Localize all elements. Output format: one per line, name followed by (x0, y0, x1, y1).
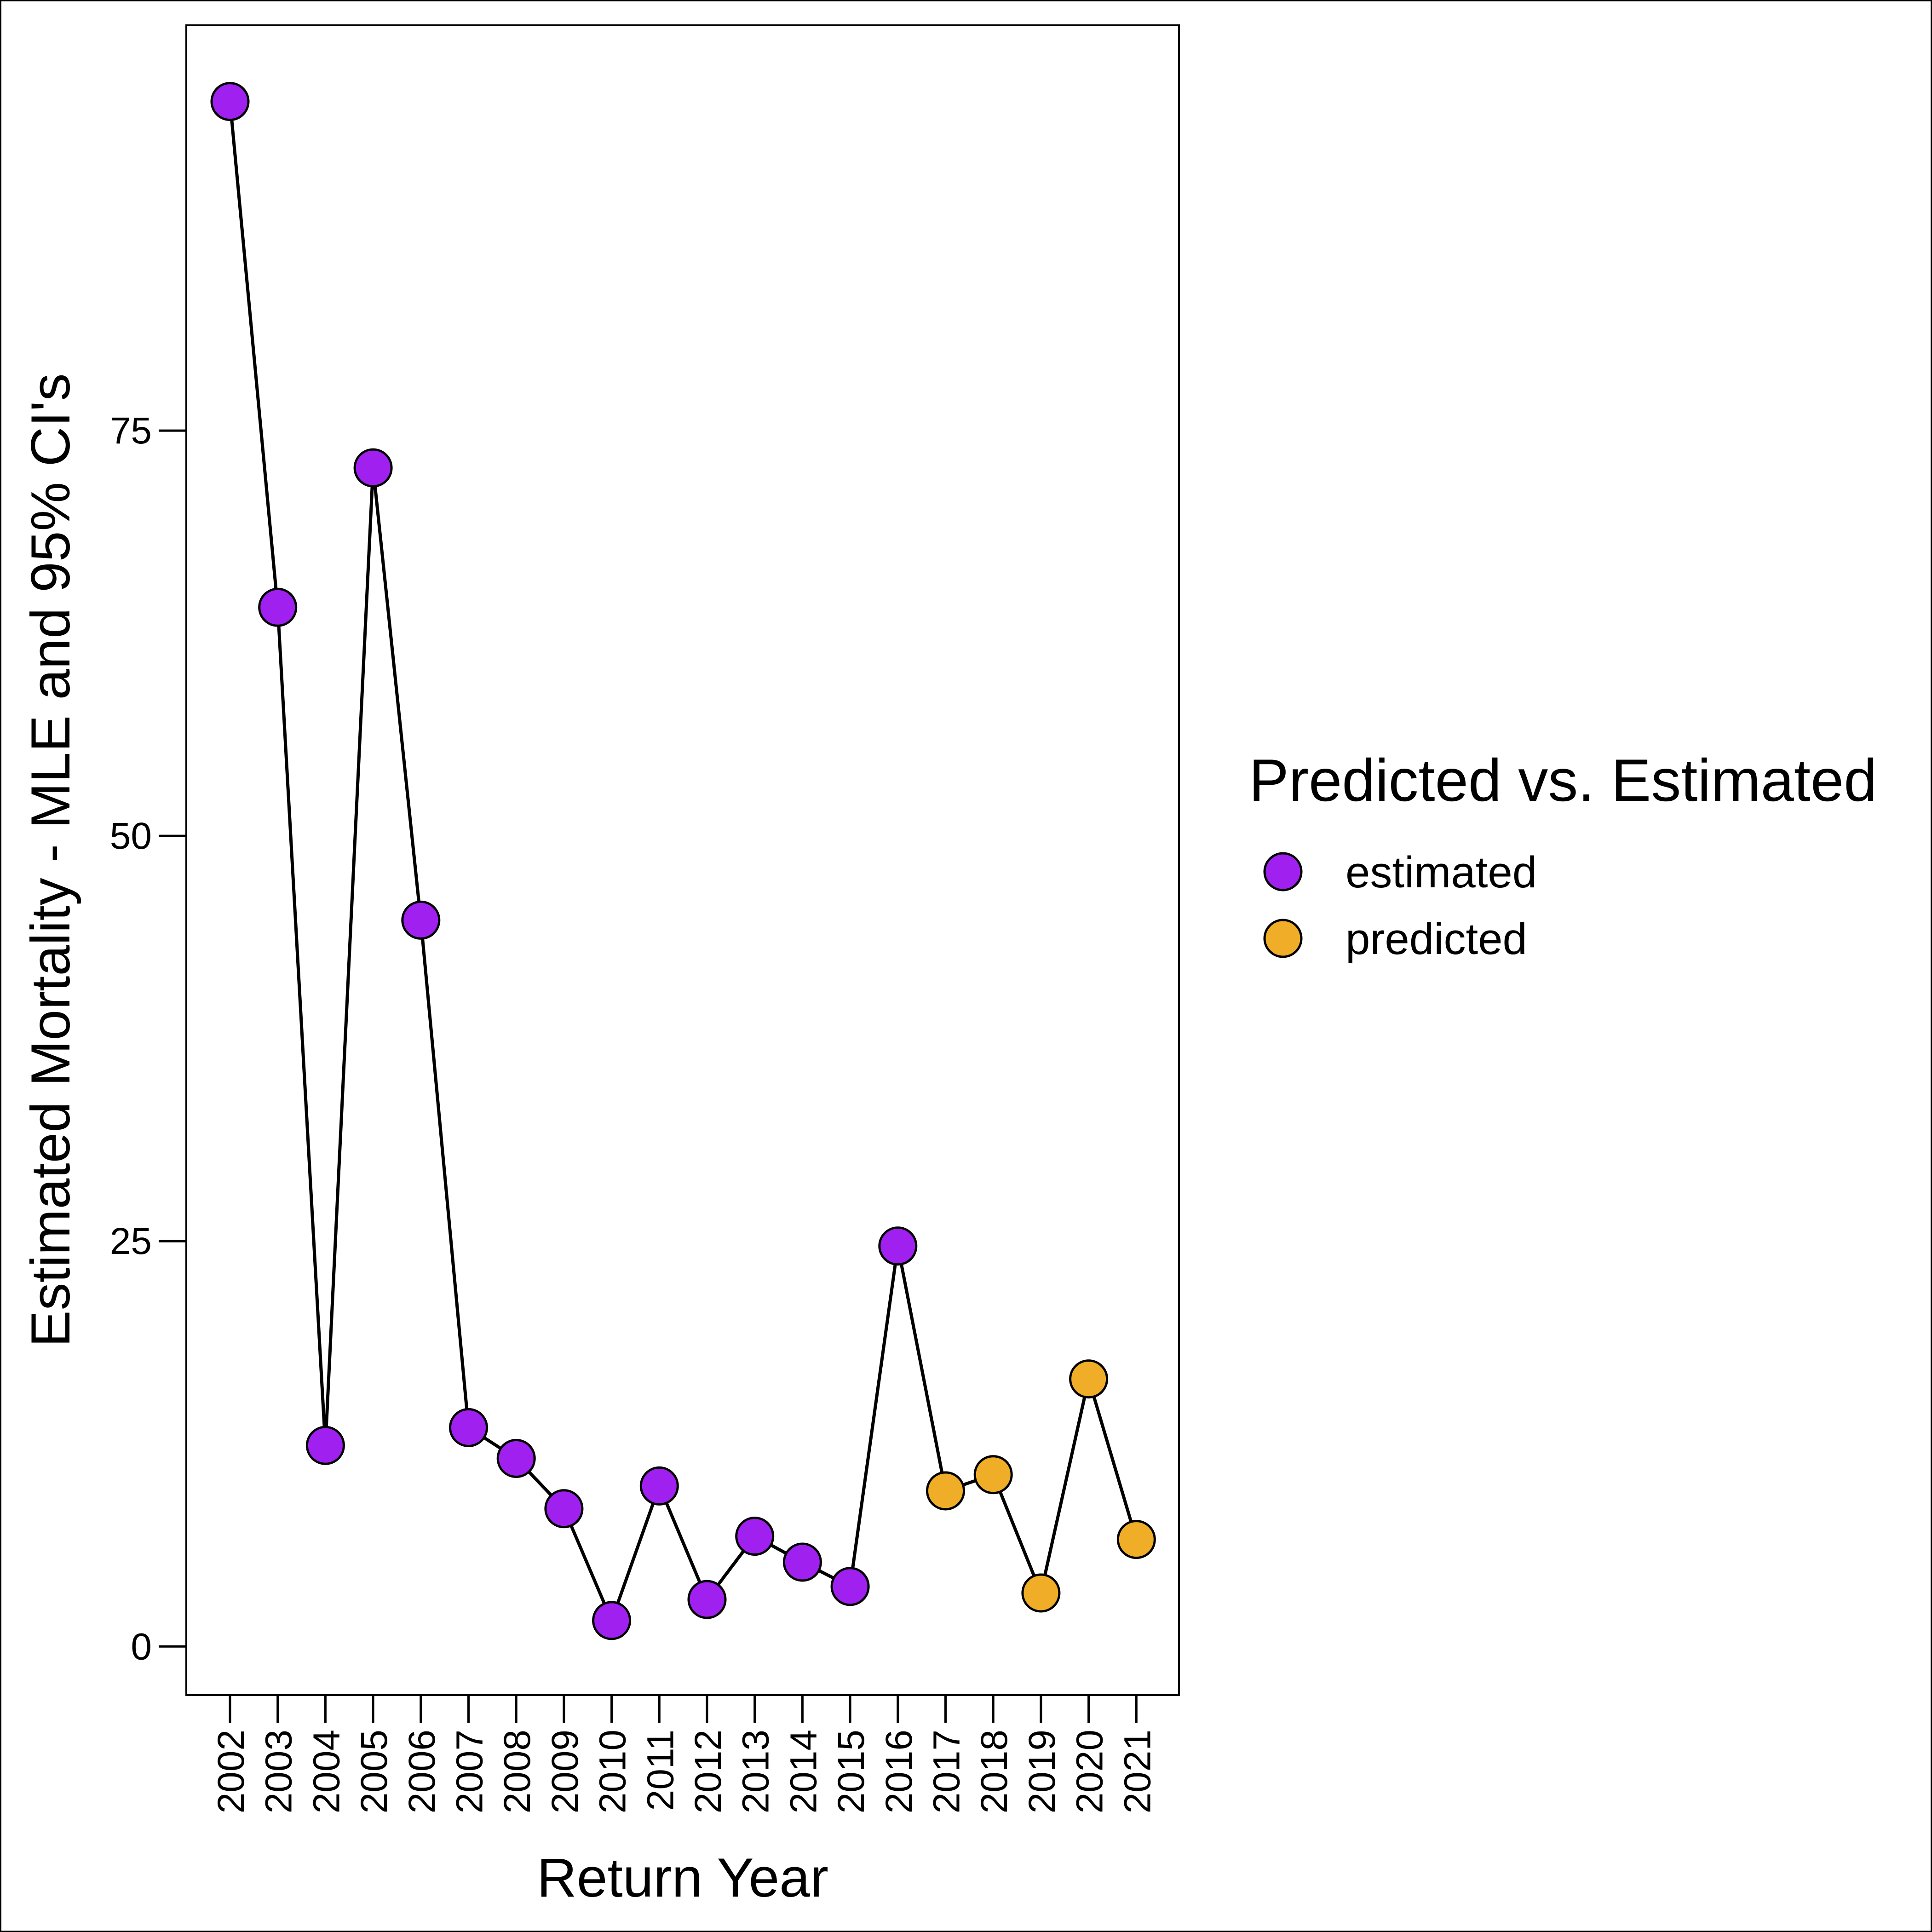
legend-label-predicted: predicted (1346, 914, 1527, 964)
legend-key-predicted (1263, 919, 1303, 958)
point-2009-estimated (544, 1489, 584, 1529)
x-tick-label: 2006 (401, 1730, 443, 1813)
x-tick-label: 2004 (305, 1730, 347, 1813)
y-axis: 0 25 50 75 (110, 410, 186, 1668)
point-2019-predicted (1021, 1573, 1061, 1613)
y-tick-label: 0 (131, 1626, 152, 1668)
point-2013-estimated (735, 1517, 775, 1556)
legend-label-estimated: estimated (1346, 848, 1537, 897)
point-2011-estimated (639, 1466, 679, 1506)
point-2012-estimated (687, 1580, 727, 1619)
point-2004-estimated (305, 1426, 345, 1465)
legend-entries: estimated predicted (1263, 848, 1537, 964)
point-2016-estimated (878, 1226, 918, 1266)
point-2008-estimated (496, 1438, 536, 1478)
x-tick-label: 2005 (353, 1730, 395, 1813)
legend-key-estimated (1263, 852, 1303, 891)
point-2014-estimated (782, 1542, 822, 1582)
x-axis: 2002 2003 2004 2005 2006 2007 2008 2009 2010 2011… (210, 1695, 1158, 1813)
x-axis-title: Return Year (537, 1847, 828, 1909)
x-tick-label: 2014 (782, 1730, 824, 1813)
y-tick-label: 50 (110, 815, 152, 857)
plot-panel (185, 24, 1180, 1696)
x-tick-label: 2007 (449, 1730, 491, 1813)
point-2020-predicted (1069, 1359, 1109, 1399)
point-2015-estimated (830, 1567, 870, 1606)
legend: Predicted vs. Estimated estimated predict… (1249, 747, 1877, 964)
x-tick-label: 2016 (878, 1730, 920, 1813)
legend-title: Predicted vs. Estimated (1249, 747, 1877, 814)
x-tick-label: 2002 (210, 1730, 252, 1813)
point-2018-predicted (973, 1455, 1013, 1495)
point-2002-estimated (210, 82, 250, 121)
x-tick-label: 2011 (639, 1730, 681, 1811)
point-2021-predicted (1116, 1520, 1156, 1559)
x-tick-label: 2003 (258, 1730, 300, 1813)
series-line (228, 101, 1138, 1622)
y-axis-title: Estimated Mortality - MLE and 95% CI's (20, 374, 81, 1347)
point-2005-estimated (353, 448, 393, 488)
x-tick-label: 2013 (735, 1730, 777, 1813)
x-tick-label: 2017 (926, 1730, 968, 1813)
x-tick-label: 2021 (1116, 1730, 1158, 1813)
x-tick-label: 2015 (830, 1730, 872, 1813)
point-2017-predicted (926, 1471, 965, 1511)
x-tick-label: 2020 (1069, 1730, 1111, 1813)
y-tick-label: 75 (110, 410, 152, 452)
connecting-line (228, 101, 1138, 1622)
data-points (210, 82, 1156, 1640)
point-2007-estimated (449, 1408, 488, 1447)
x-tick-label: 2012 (687, 1730, 729, 1813)
x-tick-label: 2018 (973, 1730, 1015, 1813)
x-tick-label: 2019 (1021, 1730, 1063, 1813)
x-tick-label: 2008 (496, 1730, 538, 1813)
point-2010-estimated (592, 1601, 632, 1640)
point-2003-estimated (258, 587, 298, 627)
x-tick-label: 2009 (544, 1730, 586, 1813)
y-tick-label: 25 (110, 1220, 152, 1262)
point-2006-estimated (401, 900, 441, 940)
x-tick-label: 2010 (592, 1730, 634, 1813)
